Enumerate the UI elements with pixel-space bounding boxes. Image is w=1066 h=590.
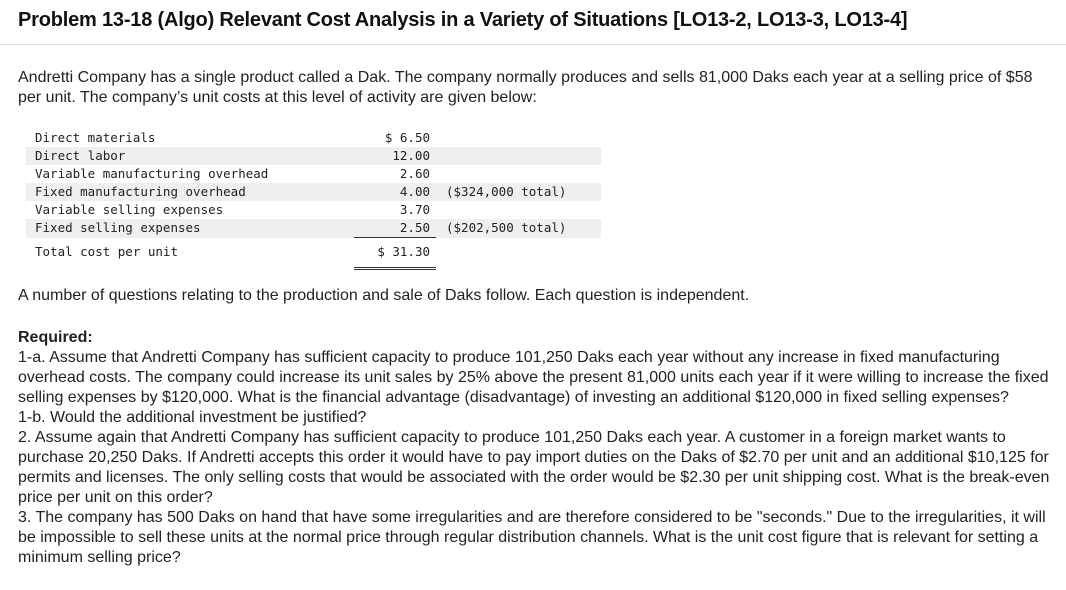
unit-cost-table: Direct materials $ 6.50 Direct labor 12.… xyxy=(26,129,601,270)
question-1a: 1-a. Assume that Andretti Company has su… xyxy=(18,349,1049,406)
required-label: Required: xyxy=(18,329,93,346)
cost-label: Direct labor xyxy=(26,147,354,165)
title-divider xyxy=(0,44,1066,45)
cost-row-variable-selling: Variable selling expenses 3.70 xyxy=(26,201,601,219)
cost-note xyxy=(436,147,601,165)
question-1b: 1-b. Would the additional investment be … xyxy=(18,409,367,426)
cost-note: ($324,000 total) xyxy=(436,183,601,201)
problem-title: Problem 13-18 (Algo) Relevant Cost Analy… xyxy=(18,9,908,31)
cost-row-fixed-mfg-overhead: Fixed manufacturing overhead 4.00 ($324,… xyxy=(26,183,601,201)
cost-row-direct-materials: Direct materials $ 6.50 xyxy=(26,129,601,147)
cost-label: Fixed selling expenses xyxy=(26,219,354,238)
cost-amount: 3.70 xyxy=(399,202,430,217)
cost-note xyxy=(436,129,601,147)
question-3: 3. The company has 500 Daks on hand that… xyxy=(18,509,1046,566)
question-intro: A number of questions relating to the pr… xyxy=(18,287,750,304)
problem-intro: Andretti Company has a single product ca… xyxy=(18,69,1033,106)
cost-amount: $ 6.50 xyxy=(384,130,430,145)
total-label: Total cost per unit xyxy=(35,243,178,259)
cost-label: Fixed manufacturing overhead xyxy=(26,183,354,201)
question-2: 2. Assume again that Andretti Company ha… xyxy=(18,429,1050,506)
cost-row-total: Total cost per unit $ 31.30 xyxy=(26,237,601,270)
cost-label: Direct materials xyxy=(35,130,156,145)
cost-row-fixed-selling: Fixed selling expenses 2.50 ($202,500 to… xyxy=(26,219,601,238)
total-amount: $ 31.30 xyxy=(354,237,436,270)
cost-note: ($202,500 total) xyxy=(436,219,601,238)
cost-note xyxy=(436,165,601,183)
cost-amount: 4.00 xyxy=(354,183,436,201)
cost-label: Variable manufacturing overhead xyxy=(35,166,269,181)
cost-row-direct-labor: Direct labor 12.00 xyxy=(26,147,601,165)
cost-note xyxy=(436,201,601,219)
cost-row-variable-mfg-overhead: Variable manufacturing overhead 2.60 xyxy=(26,165,601,183)
cost-amount: 12.00 xyxy=(354,147,436,165)
cost-amount: 2.50 xyxy=(354,219,436,238)
cost-amount: 2.60 xyxy=(399,166,430,181)
cost-label: Variable selling expenses xyxy=(35,202,224,217)
required-section: Required: 1-a. Assume that Andretti Comp… xyxy=(18,328,1064,568)
total-note xyxy=(436,238,601,269)
